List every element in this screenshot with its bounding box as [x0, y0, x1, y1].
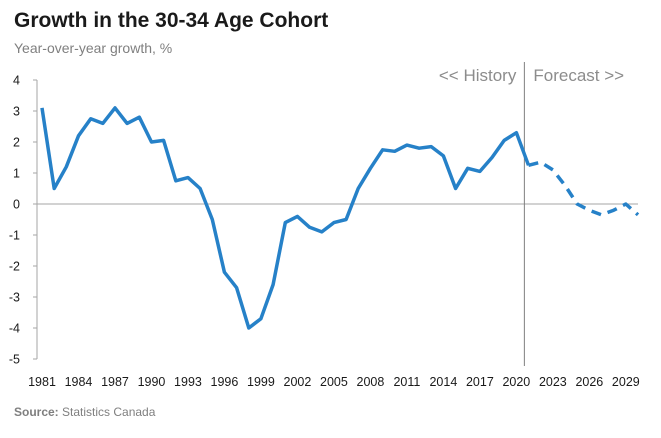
- x-tick-label: 2017: [466, 375, 494, 389]
- x-tick-label: 2020: [502, 375, 530, 389]
- y-tick-label: 2: [13, 136, 20, 150]
- source-text: Statistics Canada: [58, 405, 156, 419]
- chart-title: Growth in the 30-34 Age Cohort: [14, 9, 329, 32]
- x-tick-label: 1999: [247, 375, 275, 389]
- y-tick-label: -5: [9, 353, 20, 367]
- y-axis-ticks: 4 3 2 1 0 -1 -2 -3 -4 -5: [9, 74, 37, 367]
- x-tick-label: 2002: [284, 375, 312, 389]
- x-axis-ticks: 1981 1984 1987 1990 1993 1996 1999 2002 2005 2008…: [28, 375, 640, 389]
- y-tick-label: -4: [9, 322, 20, 336]
- x-tick-label: 2026: [575, 375, 603, 389]
- y-tick-label: 3: [13, 105, 20, 119]
- source-label: Source:: [14, 405, 59, 419]
- x-tick-label: 2014: [429, 375, 457, 389]
- chart-subtitle: Year-over-year growth, %: [14, 40, 173, 56]
- x-tick-label: 1981: [28, 375, 56, 389]
- history-series-line: [40, 106, 531, 330]
- forecast-label: Forecast >>: [533, 66, 624, 85]
- forecast-series-line: [528, 160, 640, 217]
- x-tick-label: 1987: [101, 375, 129, 389]
- x-tick-label: 1990: [138, 375, 166, 389]
- x-tick-label: 1993: [174, 375, 202, 389]
- y-tick-label: -2: [9, 260, 20, 274]
- x-tick-label: 2005: [320, 375, 348, 389]
- series-lines: [40, 106, 640, 330]
- x-tick-label: 1996: [211, 375, 239, 389]
- history-label: << History: [439, 66, 517, 85]
- y-tick-label: 0: [13, 198, 20, 212]
- y-tick-label: -3: [9, 291, 20, 305]
- x-tick-label: 2008: [357, 375, 385, 389]
- x-tick-label: 2011: [393, 375, 420, 389]
- x-tick-label: 2023: [539, 375, 567, 389]
- x-tick-label: 1984: [65, 375, 93, 389]
- y-tick-label: 4: [13, 74, 20, 88]
- x-tick-label: 2029: [612, 375, 640, 389]
- y-tick-label: 1: [13, 167, 20, 181]
- y-tick-label: -1: [9, 229, 20, 243]
- source-note: Source: Statistics Canada: [14, 405, 155, 419]
